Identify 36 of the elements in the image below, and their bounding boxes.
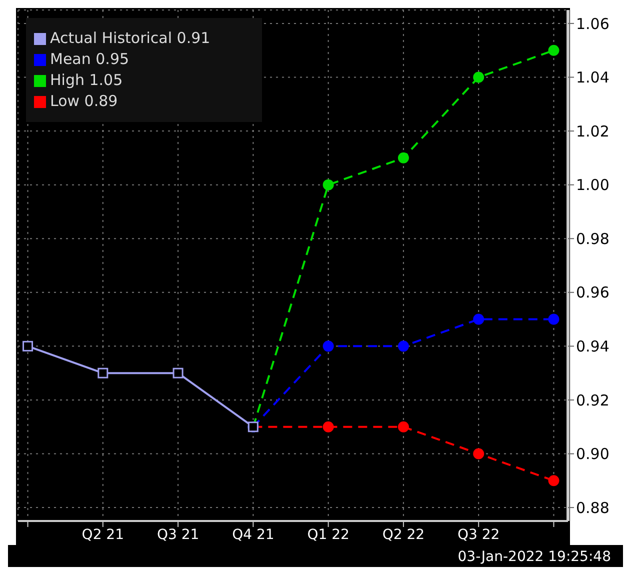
legend-label: Low 0.89 <box>50 92 118 110</box>
y-tick-label: 0.92 <box>576 391 610 410</box>
point <box>398 340 409 352</box>
y-tick-label: 1.04 <box>576 68 610 87</box>
y-tick-label: 1.02 <box>576 122 610 140</box>
y-tick-label: 1.00 <box>576 176 610 194</box>
point <box>473 448 484 460</box>
y-tick-label: 1.06 <box>576 14 610 33</box>
x-tick-label: Q4 21 <box>232 526 274 543</box>
y-tick-label: 0.96 <box>576 284 610 302</box>
text: 03-Jan-2022 19:25:48 <box>458 549 611 565</box>
y-tick-label: 0.90 <box>576 445 610 464</box>
point <box>548 475 560 486</box>
legend-label: Mean 0.95 <box>50 50 130 68</box>
x-tick-label: Q1 22 <box>307 526 350 543</box>
point <box>322 340 334 352</box>
point <box>172 368 184 378</box>
point <box>398 152 409 164</box>
legend-label: High 1.05 <box>50 71 123 89</box>
x-tick-label: Q2 21 <box>82 526 124 543</box>
point <box>22 340 34 352</box>
y-tick-label: 0.98 <box>576 230 610 248</box>
point <box>398 421 409 432</box>
x-tick-label: Q3 22 <box>457 526 500 543</box>
point <box>322 179 334 190</box>
point <box>548 314 560 325</box>
legend-label: Actual Historical 0.91 <box>50 29 210 47</box>
x-tick-label: Q2 22 <box>382 526 425 543</box>
y-tick-label: 0.88 <box>576 498 610 517</box>
point <box>473 314 484 325</box>
point <box>322 421 334 432</box>
point <box>98 368 108 378</box>
y-tick-label: 0.94 <box>576 338 610 356</box>
point <box>548 44 560 56</box>
point <box>473 72 484 83</box>
x-tick-label: Q3 21 <box>156 526 200 543</box>
